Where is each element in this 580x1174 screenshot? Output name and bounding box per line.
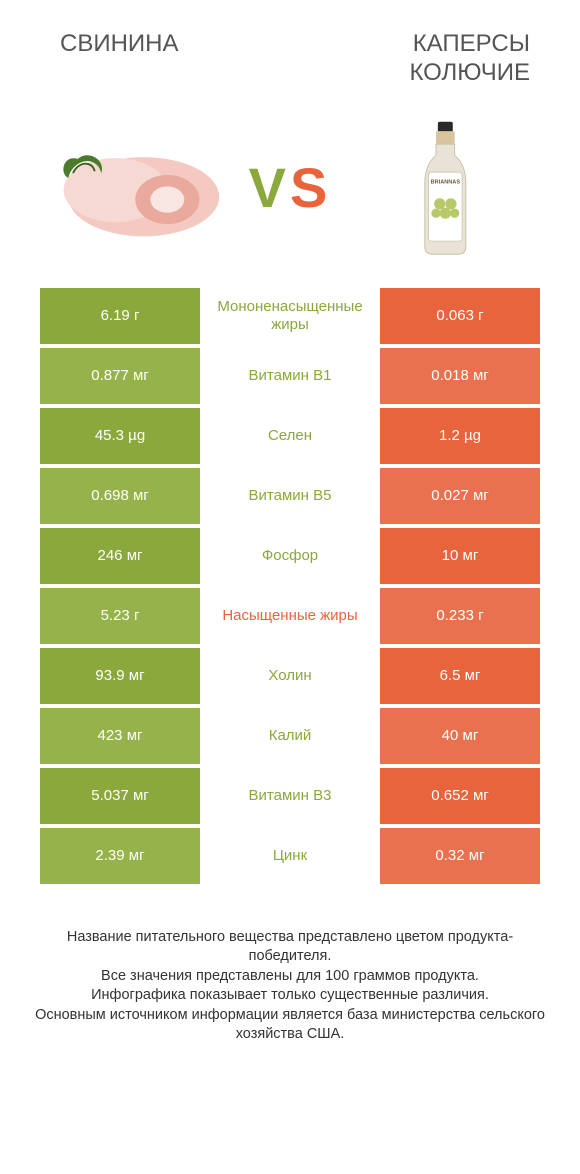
table-row: 45.3 µgСелен1.2 µg <box>40 408 540 464</box>
value-right: 0.018 мг <box>380 348 540 404</box>
nutrient-label: Фосфор <box>200 528 380 584</box>
value-right: 0.027 мг <box>380 468 540 524</box>
value-left: 423 мг <box>40 708 200 764</box>
vs-row: VS BRIANNAS <box>0 98 580 288</box>
bottle-icon: BRIANNAS <box>408 118 483 258</box>
value-left: 2.39 мг <box>40 828 200 884</box>
value-right: 10 мг <box>380 528 540 584</box>
value-left: 45.3 µg <box>40 408 200 464</box>
value-right: 0.652 мг <box>380 768 540 824</box>
value-left: 0.877 мг <box>40 348 200 404</box>
table-row: 5.037 мгВитамин B30.652 мг <box>40 768 540 824</box>
nutrient-label: Холин <box>200 648 380 704</box>
table-row: 5.23 гНасыщенные жиры0.233 г <box>40 588 540 644</box>
nutrient-label: Витамин B1 <box>200 348 380 404</box>
nutrient-label: Витамин B3 <box>200 768 380 824</box>
product-left-image <box>40 118 229 258</box>
table-row: 0.698 мгВитамин B50.027 мг <box>40 468 540 524</box>
pork-icon <box>40 126 229 249</box>
value-right: 1.2 µg <box>380 408 540 464</box>
nutrient-label: Насыщенные жиры <box>200 588 380 644</box>
product-right-title: КАПЕРСЫ КОЛЮЧИЕ <box>295 30 540 88</box>
value-right: 40 мг <box>380 708 540 764</box>
product-right-image: BRIANNAS <box>351 118 540 258</box>
table-row: 423 мгКалий40 мг <box>40 708 540 764</box>
nutrient-label: Цинк <box>200 828 380 884</box>
comparison-table: 6.19 гМононенасыщенные жиры0.063 г0.877 … <box>0 288 580 884</box>
footer-line: Название питательного вещества представл… <box>30 928 550 967</box>
table-row: 6.19 гМононенасыщенные жиры0.063 г <box>40 288 540 344</box>
footer-line: Основным источником информации является … <box>30 1006 550 1045</box>
nutrient-label: Селен <box>200 408 380 464</box>
nutrient-label: Мононенасыщенные жиры <box>200 288 380 344</box>
vs-v: V <box>249 156 290 219</box>
value-right: 6.5 мг <box>380 648 540 704</box>
header: СВИНИНА КАПЕРСЫ КОЛЮЧИЕ <box>0 0 580 98</box>
nutrient-label: Витамин B5 <box>200 468 380 524</box>
svg-text:BRIANNAS: BRIANNAS <box>431 179 461 185</box>
table-row: 246 мгФосфор10 мг <box>40 528 540 584</box>
value-left: 0.698 мг <box>40 468 200 524</box>
vs-label: VS <box>249 155 332 220</box>
value-left: 6.19 г <box>40 288 200 344</box>
footer-line: Инфографика показывает только существенн… <box>30 986 550 1006</box>
product-left-title: СВИНИНА <box>40 30 295 88</box>
table-row: 93.9 мгХолин6.5 мг <box>40 648 540 704</box>
value-right: 0.233 г <box>380 588 540 644</box>
vs-s: S <box>290 156 331 219</box>
value-left: 246 мг <box>40 528 200 584</box>
table-row: 0.877 мгВитамин B10.018 мг <box>40 348 540 404</box>
nutrient-label: Калий <box>200 708 380 764</box>
table-row: 2.39 мгЦинк0.32 мг <box>40 828 540 884</box>
value-left: 5.037 мг <box>40 768 200 824</box>
value-left: 93.9 мг <box>40 648 200 704</box>
value-left: 5.23 г <box>40 588 200 644</box>
footer: Название питательного вещества представл… <box>0 888 580 1065</box>
value-right: 0.063 г <box>380 288 540 344</box>
value-right: 0.32 мг <box>380 828 540 884</box>
footer-line: Все значения представлены для 100 граммо… <box>30 967 550 987</box>
